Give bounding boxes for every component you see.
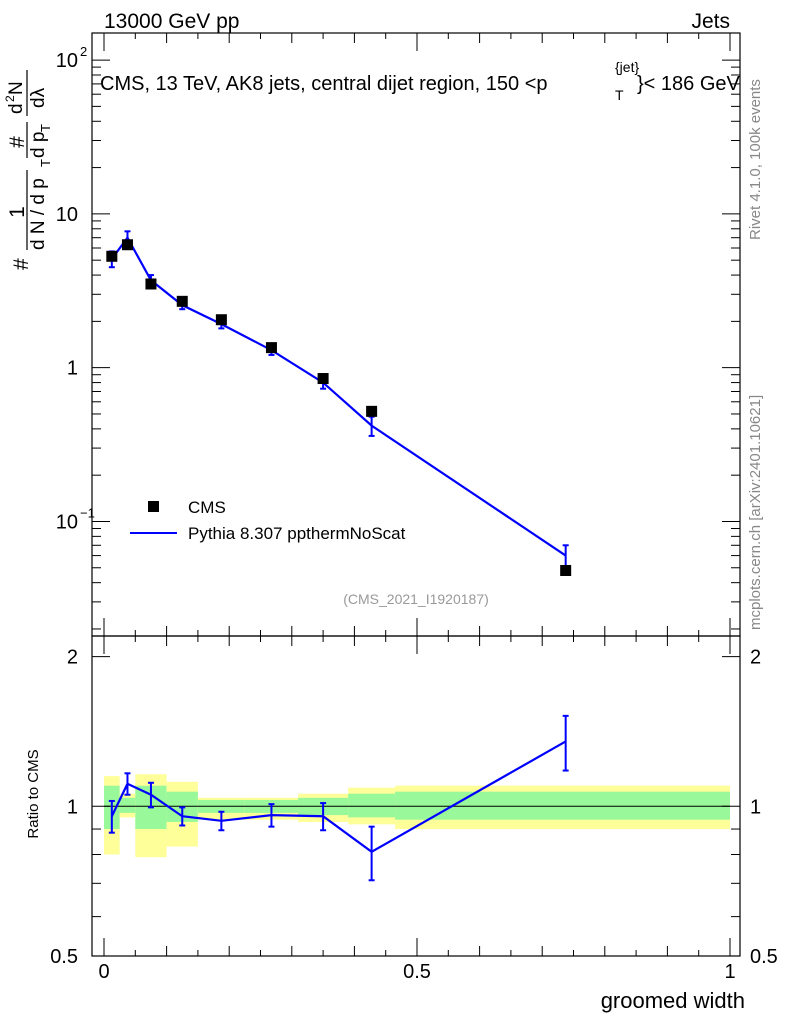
- y-label-frac3-den: dλ: [28, 87, 49, 108]
- ratio-y-tick-label-right-1: 1: [750, 796, 761, 818]
- ratio-y-axis-label: Ratio to CMS: [25, 749, 42, 838]
- side-label-bottom: mcplots.cern.ch [arXiv:2401.10621]: [747, 395, 764, 630]
- ratio-y-tick-labels: 0.5 0.5 1 1 2 2: [50, 647, 778, 968]
- main-y-tick-label-1: 1: [67, 358, 78, 380]
- ratio-y-tick-label-left-2: 2: [67, 647, 78, 669]
- y-label-frac2-den-sub: T: [38, 124, 53, 132]
- y-label-frac3-num-tail: N: [6, 81, 27, 95]
- band-inner-1: [119, 797, 136, 813]
- cms-point-1: [121, 239, 133, 251]
- cms-point-3: [176, 295, 188, 307]
- main-y-tick-label-3: 10: [56, 50, 78, 72]
- chart-title-tail: }< 186 GeV: [637, 73, 741, 95]
- y-label-prefix: #: [10, 258, 33, 270]
- band-inner-8: [395, 791, 730, 820]
- chart-title: CMS, 13 TeV, AK8 jets, central dijet reg…: [100, 59, 741, 103]
- chart-title-sub: T: [615, 87, 624, 103]
- main-frame-rect: [91, 32, 741, 637]
- ratio-uncertainty-bands: [104, 774, 730, 858]
- chart-title-main: CMS, 13 TeV, AK8 jets, central dijet reg…: [100, 73, 548, 95]
- x-tick-labels: 0 0.5 1: [98, 961, 735, 983]
- ratio-y-tick-label-left-1: 1: [67, 796, 78, 818]
- cms-point-5: [265, 342, 277, 354]
- pythia-line: [110, 235, 567, 557]
- ratio-y-tick-label-left-0: 0.5: [50, 946, 78, 968]
- ratio-y-tick-label-right-0: 0.5: [750, 946, 778, 968]
- cms-point-2: [145, 278, 157, 290]
- cms-point-6: [317, 373, 329, 385]
- ratio-frame-rect: [91, 635, 741, 957]
- side-label-top: Rivet 4.1.0, 100k events: [747, 79, 764, 240]
- band-inner-7: [348, 793, 396, 818]
- legend-cms-label: CMS: [188, 498, 226, 517]
- x-tick-label-1: 0.5: [403, 961, 431, 983]
- main-axis-ticks: [92, 33, 740, 636]
- cms-point-7: [366, 405, 378, 417]
- ratio-panel-frame: [91, 635, 741, 957]
- legend-cms-marker: [148, 501, 159, 512]
- cms-point-8: [560, 564, 572, 576]
- analysis-tag: (CMS_2021_I1920187): [343, 591, 489, 607]
- legend: CMS Pythia 8.307 ppthermNoScat: [130, 498, 406, 543]
- y-label-frac2-num: #: [6, 136, 29, 148]
- ratio-axis-ticks: [92, 636, 740, 957]
- chart-title-sup: {jet}: [615, 59, 639, 75]
- main-y-tick-exp-3: 2: [80, 44, 87, 59]
- y-label-frac1-den: d N / d p: [28, 178, 49, 250]
- y-axis-label: # 1 d N / d p T # d p T d 2 N dλ: [3, 70, 53, 270]
- header-left: 13000 GeV pp: [104, 10, 239, 33]
- y-label-frac1-den-sub: T: [38, 159, 53, 167]
- y-label-frac3-num: d: [6, 103, 27, 114]
- y-label-frac3-num-sup: 2: [3, 95, 17, 102]
- x-tick-label-0: 0: [98, 961, 109, 983]
- y-label-frac1-num: 1: [6, 206, 29, 218]
- main-y-tick-label-0: 10: [56, 511, 78, 533]
- x-tick-label-2: 1: [724, 961, 735, 983]
- main-y-tick-exp-0: −1: [80, 505, 95, 520]
- ratio-series: [108, 714, 569, 882]
- ratio-y-tick-label-right-2: 2: [750, 647, 761, 669]
- legend-pythia-label: Pythia 8.307 ppthermNoScat: [188, 524, 406, 543]
- cms-series: [106, 239, 572, 576]
- pythia-series: [108, 230, 569, 569]
- x-axis-label: groomed width: [601, 988, 745, 1013]
- header-right: Jets: [691, 10, 730, 33]
- cms-point-0: [106, 250, 118, 262]
- main-y-tick-label-2: 10: [56, 204, 78, 226]
- y-label-frac2-den: d p: [28, 132, 49, 158]
- cms-point-4: [215, 314, 227, 326]
- main-panel-frame: [91, 32, 741, 637]
